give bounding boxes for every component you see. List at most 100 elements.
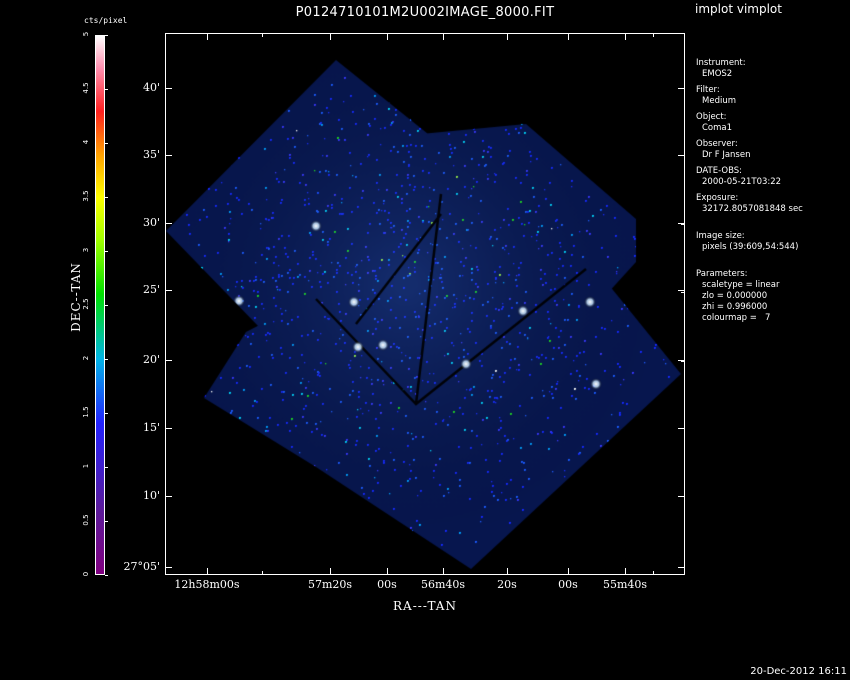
colorbar-tick <box>105 89 108 90</box>
info-panel: Instrument: EMOS2 Filter: Medium Object:… <box>696 58 846 324</box>
colorbar-tick <box>105 413 108 414</box>
colorbar-tick-label: 3.5 <box>82 190 90 202</box>
colorbar-tick-label: 1 <box>82 463 90 469</box>
colorbar-tick-label: 3 <box>82 247 90 253</box>
app-title: implot vimplot <box>695 2 782 16</box>
axis-tick <box>568 33 569 40</box>
param-zlo: zlo = 0.000000 <box>702 291 768 301</box>
y-tick-label: 35' <box>142 148 160 161</box>
axis-tick <box>443 568 444 575</box>
axis-tick <box>681 428 685 429</box>
axis-tick <box>330 33 331 40</box>
y-tick-label: 15' <box>142 421 160 434</box>
axis-tick <box>681 361 685 362</box>
axis-tick <box>507 33 508 40</box>
axis-tick <box>262 571 263 575</box>
x-tick-label: 00s <box>558 578 578 591</box>
colorbar-tick <box>105 305 108 306</box>
image-frame[interactable] <box>165 33 685 575</box>
instrument-value: EMOS2 <box>702 69 733 79</box>
exposure-label: Exposure: <box>696 193 739 203</box>
colorbar-tick <box>105 143 108 144</box>
axis-tick <box>678 567 685 568</box>
colorbar-tick-label: 0 <box>82 571 90 577</box>
axis-tick <box>678 155 685 156</box>
plot-title: P0124710101M2U002IMAGE_8000.FIT <box>295 5 555 20</box>
x-tick-label: 00s <box>377 578 397 591</box>
axis-tick <box>330 568 331 575</box>
y-tick-label: 27°05' <box>123 560 160 573</box>
axis-tick <box>681 224 685 225</box>
observer-value: Dr F Jansen <box>702 150 751 160</box>
axis-tick <box>262 33 263 37</box>
x-tick-label: 12h58m00s <box>174 578 240 591</box>
axis-tick <box>165 567 172 568</box>
axis-tick <box>568 568 569 575</box>
exposure-value: 32172.8057081848 sec <box>702 204 803 214</box>
colorbar-tick <box>105 359 108 360</box>
colorbar-tick-label: 2.5 <box>82 298 90 310</box>
axis-tick <box>165 223 172 224</box>
axis-tick <box>653 571 654 575</box>
x-axis-title: RA---TAN <box>393 599 457 613</box>
colorbar-tick-label: 5 <box>82 31 90 37</box>
x-tick-label: 56m40s <box>420 578 466 591</box>
y-axis-title: DEC--TAN <box>69 262 83 332</box>
axis-tick <box>165 360 172 361</box>
timestamp: 20-Dec-2012 16:11 <box>750 666 847 677</box>
axis-tick <box>165 428 172 429</box>
axis-tick <box>165 88 172 89</box>
y-tick-label: 40' <box>142 81 160 94</box>
y-tick-label: 25' <box>142 283 160 296</box>
colorbar <box>95 35 105 575</box>
y-tick-label: 10' <box>142 489 160 502</box>
axis-tick <box>165 496 172 497</box>
axis-tick <box>678 360 685 361</box>
filter-label: Filter: <box>696 85 720 95</box>
axis-tick <box>165 155 172 156</box>
x-tick-label: 57m20s <box>307 578 353 591</box>
date-value: 2000-05-21T03:22 <box>702 177 782 187</box>
axis-tick <box>653 33 654 37</box>
filter-value: Medium <box>702 96 736 106</box>
colorbar-tick <box>105 197 108 198</box>
param-zhi: zhi = 0.996000 <box>702 302 768 312</box>
axis-tick <box>681 496 685 497</box>
date-label: DATE-OBS: <box>696 166 743 176</box>
axis-tick <box>387 568 388 575</box>
y-tick-label: 20' <box>142 353 160 366</box>
image-size-label: Image size: <box>696 231 745 241</box>
colorbar-tick-label: 4.5 <box>82 82 90 94</box>
axis-tick <box>387 33 388 40</box>
axis-tick <box>681 292 685 293</box>
colorbar-tick-label: 4 <box>82 139 90 145</box>
object-value: Coma1 <box>702 123 733 133</box>
parameters-label: Parameters: <box>696 269 748 279</box>
param-scaletype: scaletype = linear <box>702 280 780 290</box>
axis-tick <box>443 33 444 40</box>
axis-tick <box>625 33 626 40</box>
x-tick-label: 55m40s <box>602 578 648 591</box>
axis-tick <box>165 290 172 291</box>
colorbar-title: cts/pixel <box>84 16 128 25</box>
colorbar-tick-label: 0.5 <box>82 514 90 526</box>
axis-tick <box>207 568 208 575</box>
instrument-label: Instrument: <box>696 58 746 68</box>
image-size-value: pixels (39:609,54:544) <box>702 242 799 252</box>
observer-label: Observer: <box>696 139 738 149</box>
y-tick-label: 30' <box>142 216 160 229</box>
colorbar-tick <box>105 575 108 576</box>
colorbar-tick <box>105 251 108 252</box>
colorbar-tick-label: 1.5 <box>82 406 90 418</box>
axis-tick <box>678 88 685 89</box>
axis-tick <box>678 223 685 224</box>
axis-tick <box>625 568 626 575</box>
axis-tick <box>678 290 685 291</box>
x-tick-label: 20s <box>497 578 517 591</box>
axis-tick <box>507 568 508 575</box>
sky-image[interactable] <box>166 34 684 574</box>
colorbar-tick <box>105 521 108 522</box>
colorbar-tick <box>105 35 108 36</box>
axis-tick <box>207 33 208 40</box>
param-colourmap: colourmap = 7 <box>702 313 771 323</box>
